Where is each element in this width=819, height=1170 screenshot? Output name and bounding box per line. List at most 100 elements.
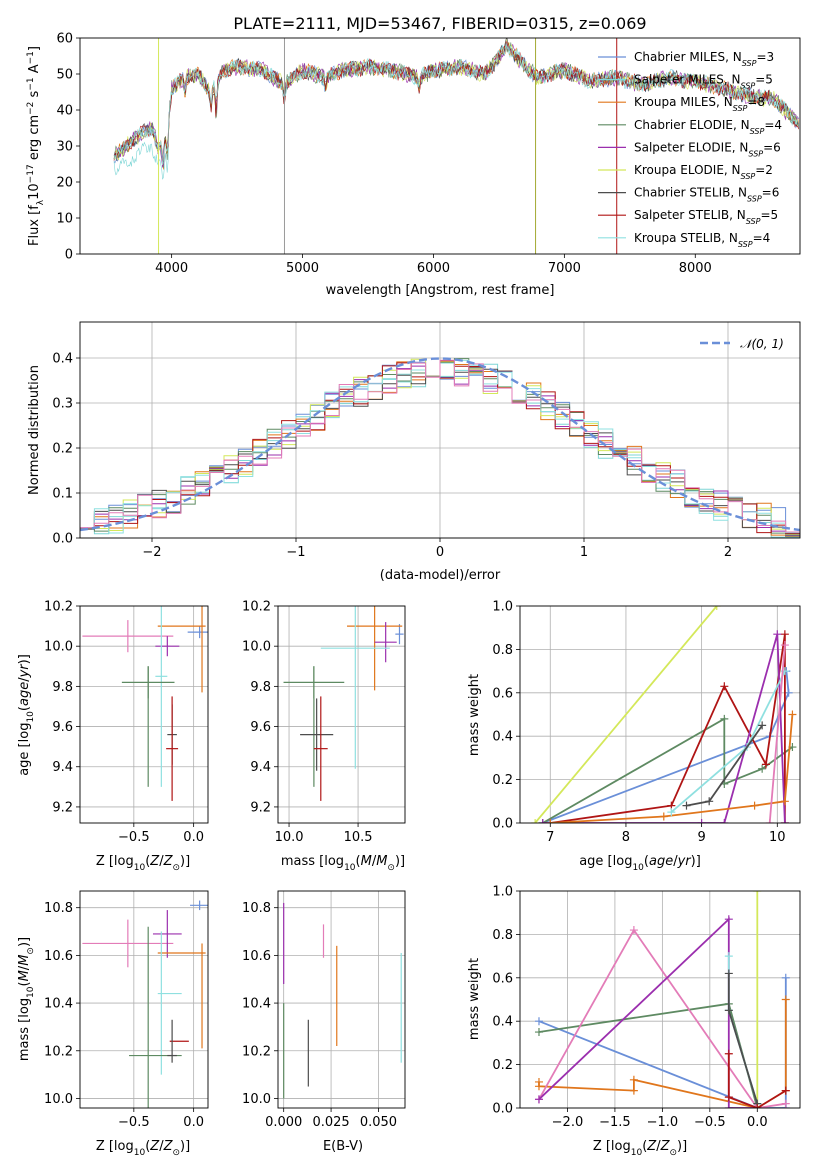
ageweight-ytick-label: 0.4	[492, 730, 513, 745]
ebv-ytick-label: 10.2	[242, 1044, 271, 1059]
spectrum-ylabel: Flux [fλ10−17 erg cm−2 s−1 A−1]	[26, 46, 46, 246]
zweight-series-line	[727, 1053, 787, 1108]
ageweight-point-marker	[667, 808, 676, 817]
spectrum-ytick-label: 40	[56, 104, 73, 119]
ageweight-point-marker	[780, 641, 789, 650]
zage-xtick-label: −0.5	[118, 830, 150, 845]
ageweight-series-line	[542, 671, 790, 823]
spectrum-line	[113, 43, 799, 165]
ageweight-point-marker	[758, 721, 767, 730]
spectrum-ytick-label: 50	[56, 68, 73, 83]
ageweight-point-marker	[788, 710, 797, 719]
legend-label: Chabrier MILES, NSSP=3	[634, 50, 774, 68]
zmass-xlabel: Z [log10(Z/Z⊙)]	[96, 1139, 190, 1158]
zweight-point-marker	[534, 1017, 543, 1026]
ageweight-point-marker	[546, 819, 555, 823]
zmass-ytick-label: 10.4	[44, 997, 73, 1012]
ageweight-point-marker	[780, 630, 789, 639]
massage-ytick-label: 10.2	[242, 600, 271, 615]
spectrum-ytick-label: 30	[56, 140, 73, 155]
zweight-point-marker	[724, 915, 733, 924]
zweight-series-line	[538, 917, 758, 1108]
zage-ytick-label: 10.0	[44, 640, 73, 655]
zweight-point-marker	[629, 1075, 638, 1084]
zage-ytick-label: 9.4	[52, 760, 73, 775]
zweight-point-marker	[724, 1093, 733, 1102]
hist-xtick-label: 0	[436, 545, 444, 560]
ageweight-point-marker	[538, 819, 547, 823]
ebv-xtick-label: 0.025	[312, 1115, 349, 1130]
legend-label: Chabrier STELIB, NSSP=6	[634, 186, 779, 204]
ebv-ytick-label: 10.6	[242, 949, 271, 964]
massage-xlabel: mass [log10(M/M⊙)]	[281, 854, 405, 873]
zmass-frame	[79, 890, 209, 1109]
zweight-point-marker	[781, 995, 790, 1004]
ageweight-ytick-label: 0.6	[492, 686, 513, 701]
zmass-ytick-label: 10.2	[44, 1044, 73, 1059]
ageweight-point-marker	[531, 819, 540, 823]
massage-points	[283, 606, 404, 801]
spectrum-ytick-label: 60	[56, 32, 73, 47]
ageweight-point-marker	[697, 819, 706, 823]
legend-label: Kroupa MILES, NSSP=8	[634, 95, 765, 113]
zmass-ylabel: mass [log10(M/M⊙)]	[17, 937, 36, 1061]
zweight-ytick-label: 0.0	[492, 1102, 513, 1117]
zweight-series-line	[538, 928, 786, 1108]
zmass-ytick-label: 10.8	[44, 901, 73, 916]
legend-label: Salpeter STELIB, NSSP=5	[634, 208, 778, 226]
ageweight-frame	[519, 605, 801, 824]
ageweight-point-marker	[780, 819, 789, 823]
ebv-xtick-label: 0.000	[265, 1115, 302, 1130]
spectrum-xtick-label: 5000	[286, 261, 319, 276]
hist-xtick-label: −1	[286, 545, 305, 560]
ageweight-xtick-label: 7	[546, 830, 554, 845]
zweight-xtick-label: −1.0	[647, 1115, 679, 1130]
ebv-ytick-label: 10.8	[242, 901, 271, 916]
zweight-point-marker	[753, 1104, 762, 1108]
ageweight-xtick-label: 10	[769, 830, 786, 845]
zweight-frame	[519, 890, 801, 1109]
zweight-point-marker	[724, 952, 733, 961]
legend-label: Salpeter ELODIE, NSSP=6	[634, 140, 781, 158]
spectrum-lines	[113, 38, 799, 254]
zweight-point-marker	[629, 1086, 638, 1095]
legend-label: Kroupa STELIB, NSSP=4	[634, 231, 770, 249]
hist-series	[80, 359, 800, 533]
zweight-point-marker	[724, 969, 733, 978]
ageweight-point-marker	[758, 764, 767, 773]
massage-frame	[277, 605, 406, 824]
zweight-ytick-label: 0.2	[492, 1058, 513, 1073]
ebv-xlabel: E(B-V)	[323, 1139, 363, 1154]
ageweight-point-marker	[761, 760, 770, 769]
zmass-xtick-label: −0.5	[118, 1115, 150, 1130]
zage-points	[82, 606, 208, 801]
zweight-xtick-label: −2.0	[552, 1115, 584, 1130]
ebv-frame	[277, 890, 406, 1109]
massage-ytick-label: 9.6	[250, 720, 271, 735]
hist-ytick-label: 0.1	[52, 487, 73, 502]
hist-ylabel: Normed distribution	[27, 365, 42, 495]
ageweight-ytick-label: 0.0	[492, 817, 513, 832]
zweight-ytick-label: 0.4	[492, 1015, 513, 1030]
zweight-point-marker	[724, 1006, 733, 1015]
zweight-point-marker	[534, 1082, 543, 1091]
zage-ytick-label: 9.2	[52, 800, 73, 815]
ageweight-xtick-label: 9	[697, 830, 705, 845]
spectrum-title: PLATE=2111, MJD=53467, FIBERID=0315, z=0…	[233, 14, 646, 33]
hist-ytick-label: 0.0	[52, 532, 73, 547]
zweight-ytick-label: 0.8	[492, 928, 513, 943]
ebv-points	[283, 902, 402, 1099]
massage-ytick-label: 10.0	[242, 640, 271, 655]
ageweight-ytick-label: 0.2	[492, 773, 513, 788]
zweight-xtick-label: 0.0	[747, 1115, 768, 1130]
zweight-point-marker	[724, 1049, 733, 1058]
zweight-point-marker	[781, 1086, 790, 1095]
hist-legend-label: 𝒩(0, 1)	[740, 337, 784, 351]
ageweight-point-marker	[659, 812, 668, 821]
massage-ytick-label: 9.2	[250, 800, 271, 815]
spectrum-ytick-label: 20	[56, 176, 73, 191]
ageweight-point-marker	[780, 797, 789, 806]
zage-ytick-label: 9.6	[52, 720, 73, 735]
ageweight-series-line	[768, 645, 786, 823]
